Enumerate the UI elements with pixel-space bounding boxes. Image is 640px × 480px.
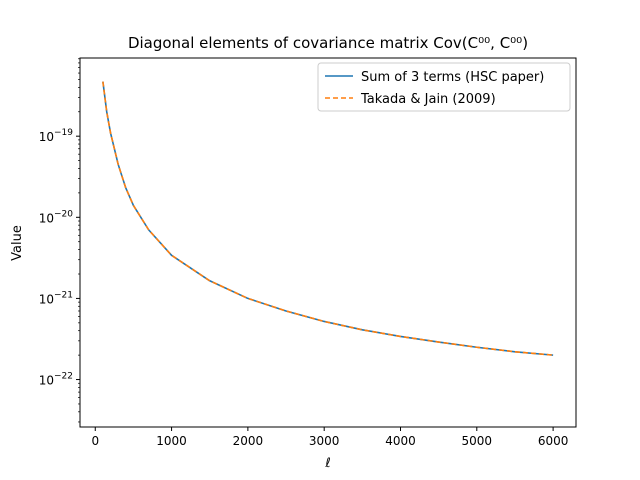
x-tick-label: 5000 [462,434,493,448]
plot-frame [79,57,577,428]
x-axis: 0 1000 2000 3000 4000 5000 6000 [91,427,568,448]
legend-label-1: Takada & Jain (2009) [360,92,496,107]
chart-title: Diagonal elements of covariance matrix C… [128,34,528,52]
x-axis-label: ℓ [324,456,330,471]
legend-box [317,62,571,112]
series-line-0 [102,81,554,356]
x-tick-label: 6000 [538,434,569,448]
y-tick-label: 10−22 [39,372,73,388]
y-tick-label: 10−20 [39,209,74,225]
series-line-1 [102,81,554,356]
y-tick-label: 10−19 [39,128,74,144]
y-axis: 10−22 10−21 10−20 10−19 [39,58,80,423]
x-tick-label: 0 [91,434,99,448]
plot-area [102,81,554,356]
x-tick-label: 3000 [309,434,340,448]
x-tick-label: 4000 [385,434,416,448]
x-tick-label: 2000 [233,434,264,448]
y-tick-label: 10−21 [39,290,73,306]
legend: Sum of 3 terms (HSC paper) Takada & Jain … [317,62,571,112]
x-tick-label: 1000 [156,434,187,448]
legend-label-0: Sum of 3 terms (HSC paper) [361,70,544,85]
y-axis-label: Value [10,225,25,261]
